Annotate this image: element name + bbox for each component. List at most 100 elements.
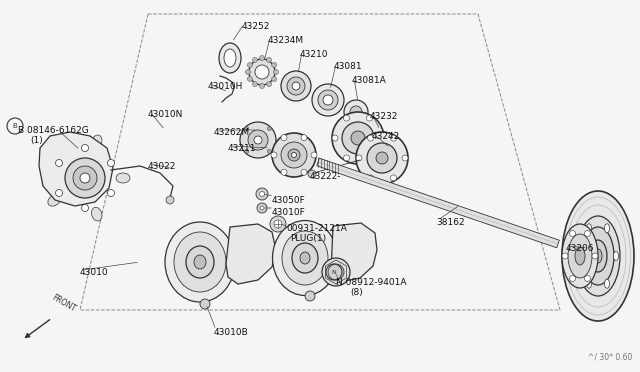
Circle shape <box>271 77 276 81</box>
Circle shape <box>253 57 257 62</box>
Circle shape <box>268 149 271 153</box>
Circle shape <box>570 276 575 282</box>
Circle shape <box>281 169 287 175</box>
Circle shape <box>570 231 575 237</box>
Ellipse shape <box>224 49 236 67</box>
Text: (8): (8) <box>350 288 363 297</box>
Circle shape <box>322 258 350 286</box>
Ellipse shape <box>586 279 591 288</box>
Circle shape <box>301 135 307 141</box>
Circle shape <box>305 291 315 301</box>
Ellipse shape <box>562 224 598 288</box>
Circle shape <box>81 205 88 212</box>
Ellipse shape <box>376 152 388 164</box>
Text: FRONT: FRONT <box>50 293 77 314</box>
Circle shape <box>259 55 264 61</box>
Circle shape <box>256 188 268 200</box>
Circle shape <box>273 70 278 74</box>
Ellipse shape <box>356 132 408 184</box>
Circle shape <box>367 135 374 141</box>
Circle shape <box>344 115 349 121</box>
Text: 43010N: 43010N <box>148 110 184 119</box>
Circle shape <box>246 70 250 74</box>
Ellipse shape <box>605 279 609 288</box>
Circle shape <box>311 152 317 158</box>
Circle shape <box>56 160 63 167</box>
Ellipse shape <box>292 243 318 273</box>
Ellipse shape <box>273 221 337 295</box>
Circle shape <box>562 253 568 259</box>
Circle shape <box>260 206 264 210</box>
Text: 43010: 43010 <box>80 268 109 277</box>
Ellipse shape <box>165 222 235 302</box>
Circle shape <box>65 158 105 198</box>
Text: 43050F: 43050F <box>272 196 306 205</box>
Text: 43211: 43211 <box>228 144 257 153</box>
Circle shape <box>108 189 115 196</box>
Circle shape <box>301 169 307 175</box>
Ellipse shape <box>292 82 300 90</box>
Circle shape <box>367 155 372 161</box>
Ellipse shape <box>342 122 374 154</box>
Text: 38162: 38162 <box>436 218 465 227</box>
Circle shape <box>332 135 338 141</box>
Ellipse shape <box>92 135 102 149</box>
Ellipse shape <box>586 224 591 233</box>
Ellipse shape <box>186 246 214 278</box>
Text: 43081A: 43081A <box>352 76 387 85</box>
Text: (1): (1) <box>30 136 43 145</box>
Ellipse shape <box>282 231 328 285</box>
Text: 43010B: 43010B <box>214 328 249 337</box>
Circle shape <box>271 152 277 158</box>
Circle shape <box>244 149 249 153</box>
Circle shape <box>257 203 267 213</box>
Text: ^/ 30* 0.60: ^/ 30* 0.60 <box>588 353 632 362</box>
Ellipse shape <box>291 153 296 157</box>
Circle shape <box>281 135 287 141</box>
Ellipse shape <box>318 90 338 110</box>
Circle shape <box>268 127 271 131</box>
Text: 00931-2121A: 00931-2121A <box>286 224 347 233</box>
Circle shape <box>166 196 174 204</box>
Ellipse shape <box>577 251 582 260</box>
Text: 43234M: 43234M <box>268 36 304 45</box>
Text: PLUG(1): PLUG(1) <box>290 234 326 243</box>
Text: 43252: 43252 <box>242 22 270 31</box>
Ellipse shape <box>281 142 307 168</box>
Ellipse shape <box>288 149 300 161</box>
Circle shape <box>584 231 591 237</box>
Ellipse shape <box>344 100 368 124</box>
Ellipse shape <box>350 106 362 118</box>
Circle shape <box>367 115 372 121</box>
Circle shape <box>344 155 349 161</box>
Ellipse shape <box>254 136 262 144</box>
Ellipse shape <box>272 133 316 177</box>
Circle shape <box>81 144 88 151</box>
Circle shape <box>390 135 397 141</box>
Ellipse shape <box>116 173 130 183</box>
Circle shape <box>248 77 252 81</box>
Text: 43081: 43081 <box>334 62 363 71</box>
Ellipse shape <box>594 249 602 263</box>
Text: B: B <box>13 123 17 129</box>
Ellipse shape <box>255 65 269 79</box>
Ellipse shape <box>589 240 607 272</box>
Circle shape <box>200 299 210 309</box>
Circle shape <box>592 253 598 259</box>
Circle shape <box>270 216 286 232</box>
Text: 43242: 43242 <box>372 132 400 141</box>
Text: 43232: 43232 <box>370 112 398 121</box>
Polygon shape <box>226 224 276 284</box>
Circle shape <box>108 160 115 167</box>
Ellipse shape <box>248 130 268 150</box>
Text: N 08912-9401A: N 08912-9401A <box>336 278 406 287</box>
Circle shape <box>402 155 408 161</box>
Circle shape <box>328 264 344 280</box>
Circle shape <box>56 189 63 196</box>
Ellipse shape <box>562 191 634 321</box>
Circle shape <box>266 57 271 62</box>
Circle shape <box>248 62 252 67</box>
Ellipse shape <box>48 195 61 206</box>
Ellipse shape <box>582 227 614 285</box>
Polygon shape <box>331 223 377 282</box>
